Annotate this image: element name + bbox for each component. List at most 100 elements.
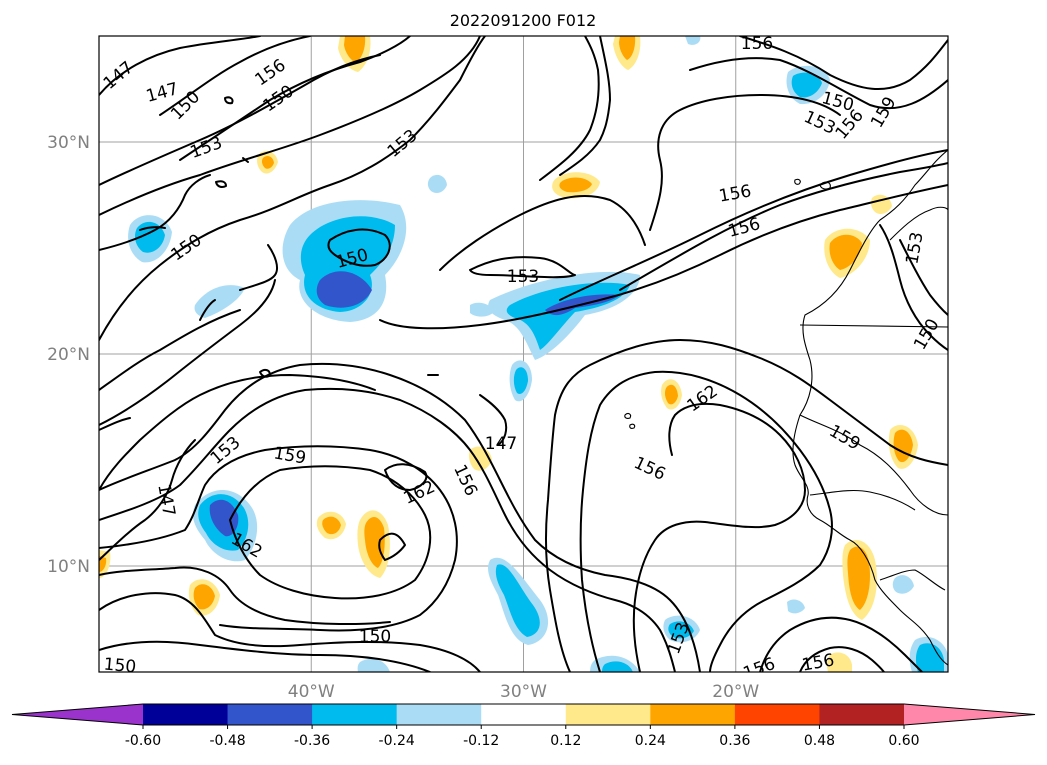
shading-layer: [99, 36, 948, 672]
contour: [99, 566, 391, 626]
shade-negative: [357, 658, 390, 672]
contour-label: 150: [103, 655, 137, 678]
contour: [229, 465, 432, 600]
contour: [439, 194, 646, 271]
chart-title: 2022091200 F012: [450, 11, 597, 30]
colorbar-tick-label: -0.24: [379, 733, 415, 749]
contour: [559, 36, 611, 176]
shade-negative: [513, 367, 528, 394]
contour: [899, 239, 948, 316]
contour: [759, 616, 923, 672]
colorbar-segment: [227, 704, 313, 725]
contour: [99, 374, 376, 491]
colorbar-extend-high: [904, 704, 1035, 725]
island: [629, 423, 636, 429]
colorbar-tick-label: -0.60: [125, 733, 161, 749]
contour-label: 153: [507, 267, 539, 287]
colorbar: -0.60 -0.48 -0.36 -0.24 -0.12 0.12 0.24 0.36 0.4…: [11, 703, 1036, 749]
contour: [544, 339, 948, 672]
contour: [99, 439, 196, 561]
shade-positive: [826, 652, 852, 672]
colorbar-segment: [819, 704, 905, 725]
shade-positive: [99, 556, 107, 572]
shade-negative: [316, 271, 372, 308]
contour: [739, 36, 948, 91]
colorbar-segment: [312, 704, 398, 725]
shade-negative: [685, 36, 701, 45]
contour: [99, 36, 261, 96]
contour: [99, 592, 481, 672]
island: [624, 413, 632, 419]
border: [879, 569, 946, 591]
contour: [689, 57, 948, 110]
contour: [159, 36, 311, 116]
colorbar-tick-label: -0.12: [463, 733, 499, 749]
lat-tick-label: 10°N: [47, 557, 90, 577]
contour: [379, 184, 948, 330]
contour: [539, 36, 600, 181]
colorbar-extend-low: [12, 704, 143, 725]
gridlines: [99, 36, 948, 672]
contour: [259, 368, 271, 378]
colorbar-tick-label: 0.48: [804, 733, 835, 749]
shade-positive: [364, 516, 385, 568]
longitude-tick-labels: 40°W 30°W 20°W: [288, 682, 760, 702]
shade-negative: [495, 564, 540, 637]
contour: [99, 362, 701, 672]
shade-positive: [322, 516, 341, 535]
contour: [559, 149, 948, 301]
lat-tick-label: 20°N: [47, 345, 90, 365]
contour: [384, 463, 428, 491]
contour: [99, 640, 431, 672]
map-frame: [98, 35, 949, 673]
contour-label: 150: [359, 627, 391, 647]
lon-tick-label: 40°W: [288, 682, 335, 702]
shade-positive: [664, 384, 678, 405]
colorbar-tick-label: 0.60: [888, 733, 919, 749]
latitude-tick-labels: 30°N 20°N 10°N: [47, 133, 90, 577]
contour-label: 156: [800, 650, 835, 675]
contour: [879, 224, 948, 351]
contour-lines: [99, 36, 948, 672]
colorbar-segment: [734, 704, 820, 725]
shade-negative: [602, 661, 633, 672]
contour: [327, 228, 391, 267]
colorbar-segment: [396, 704, 482, 725]
border: [799, 414, 948, 516]
contour: [199, 299, 216, 321]
colorbar-tick-label: 0.12: [550, 733, 581, 749]
contour: [99, 309, 241, 391]
contour: [619, 162, 948, 291]
border: [889, 206, 948, 241]
contour: [99, 279, 276, 426]
border: [809, 489, 916, 511]
shade-negative: [427, 174, 447, 193]
shade-positive: [847, 546, 870, 610]
contour: [179, 36, 411, 161]
contour: [479, 394, 508, 446]
shade-negative: [791, 72, 822, 98]
colorbar-tick-label: 0.24: [635, 733, 666, 749]
shade-negative: [915, 643, 944, 672]
shade-positive: [344, 36, 366, 63]
contour: [99, 54, 381, 186]
contour: [579, 370, 833, 672]
lon-tick-label: 20°W: [712, 682, 759, 702]
island: [794, 178, 801, 185]
contour: [239, 244, 278, 291]
colorbar-segment: [481, 704, 567, 725]
contour: [99, 174, 211, 251]
shade-negative: [787, 599, 805, 614]
contour: [378, 532, 406, 561]
lat-tick-label: 30°N: [47, 133, 90, 153]
contour: [99, 36, 481, 216]
shade-positive: [619, 36, 636, 60]
contour: [215, 180, 227, 188]
contour-label: 156: [741, 34, 773, 54]
colorbar-tick-label: 0.36: [719, 733, 750, 749]
contour: [99, 36, 486, 341]
colorbar-segment: [143, 704, 229, 725]
shade-negative: [194, 285, 245, 318]
